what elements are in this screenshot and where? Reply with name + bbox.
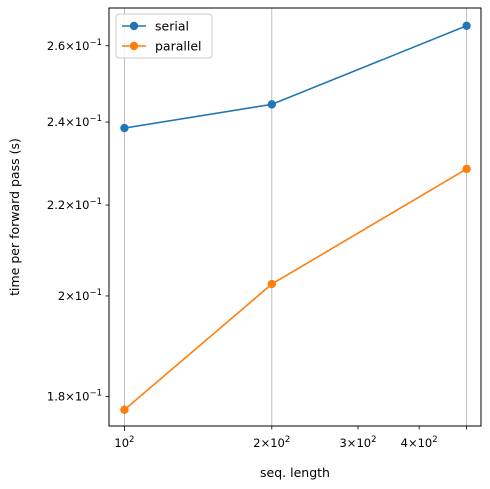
plot-area xyxy=(108,7,482,427)
legend-item-parallel: parallel xyxy=(122,39,202,54)
series-parallel xyxy=(120,164,471,414)
legend-frame xyxy=(115,13,213,59)
data-point-parallel xyxy=(120,405,129,414)
legend-label: parallel xyxy=(155,39,202,54)
y-axis: 1.8×10−1 2×10−1 2.2×10−1 2.4×10−1 2.6×10−1 xyxy=(47,38,109,403)
data-point-serial xyxy=(267,100,277,109)
y-tick-label: 2.6×10−1 xyxy=(47,38,102,53)
x-axis: 102 2×102 3×102 4×102 xyxy=(114,426,468,450)
y-tick-label: 2.2×10−1 xyxy=(47,197,102,212)
axes-border xyxy=(108,7,482,427)
x-axis-label: seq. length xyxy=(260,465,330,480)
x-tick-label: 102 xyxy=(114,435,134,450)
legend-item-serial: serial xyxy=(122,19,189,34)
y-tick-label: 1.8×10−1 xyxy=(47,388,102,403)
x-tick-label: 2×102 xyxy=(253,435,290,450)
legend-marker xyxy=(129,21,139,31)
legend: serial parallel xyxy=(115,13,213,59)
legend-marker xyxy=(129,41,139,51)
data-point-parallel xyxy=(462,164,471,174)
series-serial xyxy=(120,21,471,133)
series-group xyxy=(120,21,471,414)
data-point-serial xyxy=(120,123,129,133)
grid xyxy=(124,8,468,426)
x-tick-label: 3×102 xyxy=(339,435,376,450)
data-point-parallel xyxy=(267,279,277,289)
x-tick-label: 4×102 xyxy=(401,435,438,450)
data-point-serial xyxy=(462,21,471,30)
y-tick-label: 2.4×10−1 xyxy=(47,114,102,129)
plot-frame xyxy=(109,8,481,426)
y-axis-label: time per forward pass (s) xyxy=(7,138,22,296)
legend-label: serial xyxy=(155,19,189,34)
y-tick-label: 2×10−1 xyxy=(58,288,102,303)
